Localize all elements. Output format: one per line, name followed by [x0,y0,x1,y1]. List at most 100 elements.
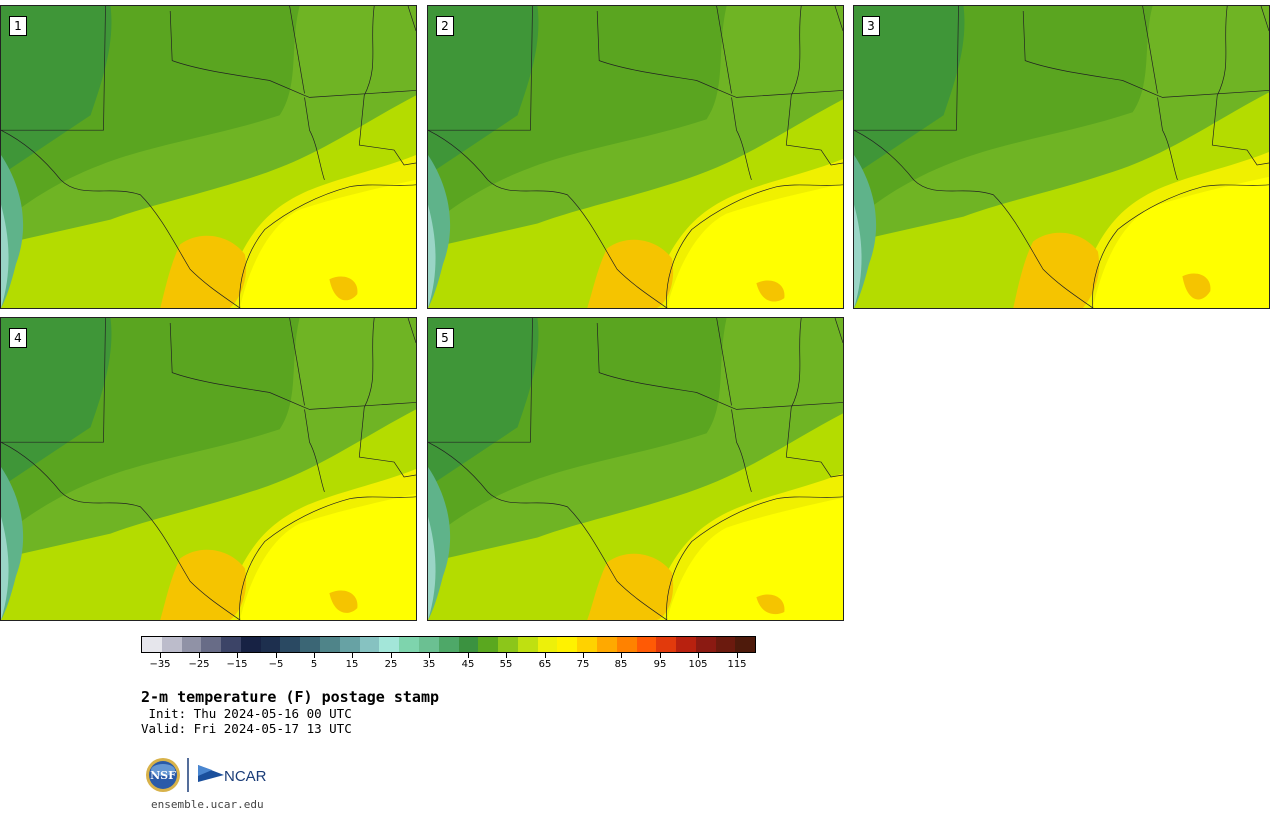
colorbar-swatch [636,637,657,652]
colorbar-tick [506,653,507,658]
colorbar-tick-label: 35 [422,659,436,670]
map-panel-1: 1 [0,5,417,309]
hot-spot [756,280,785,302]
colorbar-swatch [616,637,637,652]
mountain-peak-band [428,516,436,620]
colorbar-tick [391,653,392,658]
colorbar-swatch [438,637,459,652]
colorbar-swatch [656,637,677,652]
colorbar-tick-label: −35 [149,659,171,670]
colorbar-swatch [320,637,340,652]
panel-number: 2 [436,16,454,36]
panel-number: 5 [436,328,454,348]
colorbar-tick-label: 95 [653,659,667,670]
colorbar-tick-label: −15 [226,659,248,670]
colorbar-tick-label: 45 [461,659,475,670]
hot-spot [329,590,358,613]
hot-band [160,235,247,308]
colorbar-tick [545,653,546,658]
hot-spot [756,594,785,615]
coldest-band [854,6,965,175]
chart-title: 2-m temperature (F) postage stamp [141,688,440,706]
colorbar-swatch [280,637,301,652]
mountain-peak-band [1,204,9,308]
colorbar-tick-label: 85 [614,659,628,670]
site-url: ensemble.ucar.edu [151,798,264,811]
colorbar-tick-label: 25 [384,659,398,670]
colorbar-swatch [240,637,261,652]
coldest-band [428,318,539,487]
colorbar-tick [737,653,738,658]
hot-band [587,553,674,620]
colorbar-swatch [379,637,400,652]
colorbar-tick [468,653,469,658]
colorbar-swatch [260,637,281,652]
mountain-peak-band [1,516,9,620]
colorbar-swatch [537,637,558,652]
colorbar-tick-label: 75 [576,659,590,670]
colorbar-swatch [181,637,202,652]
colorbar-swatch [676,637,696,652]
colorbar-swatch [478,637,499,652]
colorbar-swatch [359,637,380,652]
colorbar-swatch [517,637,538,652]
gulf-band [239,493,416,620]
hot-spot [329,276,358,301]
colorbar-tick-label: 15 [345,659,359,670]
colorbar-ticks: −35 −25 −15 −5 5 15 25 35 45 55 65 75 85 95 105 115 [141,653,756,673]
colorbar-swatch [418,637,439,652]
colorbar-swatch [715,637,736,652]
colorbar-swatch [201,637,222,652]
colorbar-swatch [695,637,716,652]
temperature-map [428,318,843,620]
gulf-band [666,183,843,308]
temperature-map [854,6,1269,308]
state-borders [854,6,1269,308]
map-panel-3: 3 [853,5,1270,309]
colorbar-tick-label: −5 [268,659,284,670]
svg-text:NCAR: NCAR [224,768,267,785]
colorbar-tick-label: 115 [727,659,747,670]
map-panel-5: 5 [427,317,844,621]
temperature-map [428,6,843,308]
colorbar-swatch [577,637,597,652]
temperature-map [1,318,416,620]
colorbar-tick [314,653,315,658]
colorbar-swatch [596,637,617,652]
colorbar-swatch [300,637,321,652]
coldest-band [1,6,112,175]
colorbar-tick [237,653,238,658]
colorbar-swatch [339,637,360,652]
colorbar-tick [583,653,584,658]
colorbar-swatch [142,637,162,652]
colorbar-tick-label: 5 [310,659,318,670]
hot-band [1013,232,1100,308]
mountain-peak-band [854,204,862,308]
colorbar-tick-label: 105 [688,659,708,670]
map-panel-4: 4 [0,317,417,621]
colorbar [141,636,756,653]
colorbar-tick [199,653,200,658]
init-time: Init: Thu 2024-05-16 00 UTC [141,706,352,721]
colorbar-tick [276,653,277,658]
svg-text:NSF: NSF [150,769,176,782]
temperature-map [1,6,416,308]
logos: NSF NCAR [146,758,267,792]
state-borders [1,318,416,620]
gulf-band [1092,176,1269,308]
state-borders [428,318,843,620]
colorbar-tick [621,653,622,658]
colorbar-swatch [161,637,182,652]
panel-number: 1 [9,16,27,36]
colorbar-swatch [458,637,479,652]
state-borders [428,6,843,308]
nsf-logo-icon: NSF [146,758,180,792]
colorbar-swatch [557,637,578,652]
colorbar-tick [698,653,699,658]
state-borders [1,6,416,308]
colorbar-tick-label: 65 [538,659,552,670]
colorbar-tick [429,653,430,658]
colorbar-swatch [399,637,419,652]
mountain-peak-band [428,204,436,308]
colorbar-swatch [498,637,518,652]
